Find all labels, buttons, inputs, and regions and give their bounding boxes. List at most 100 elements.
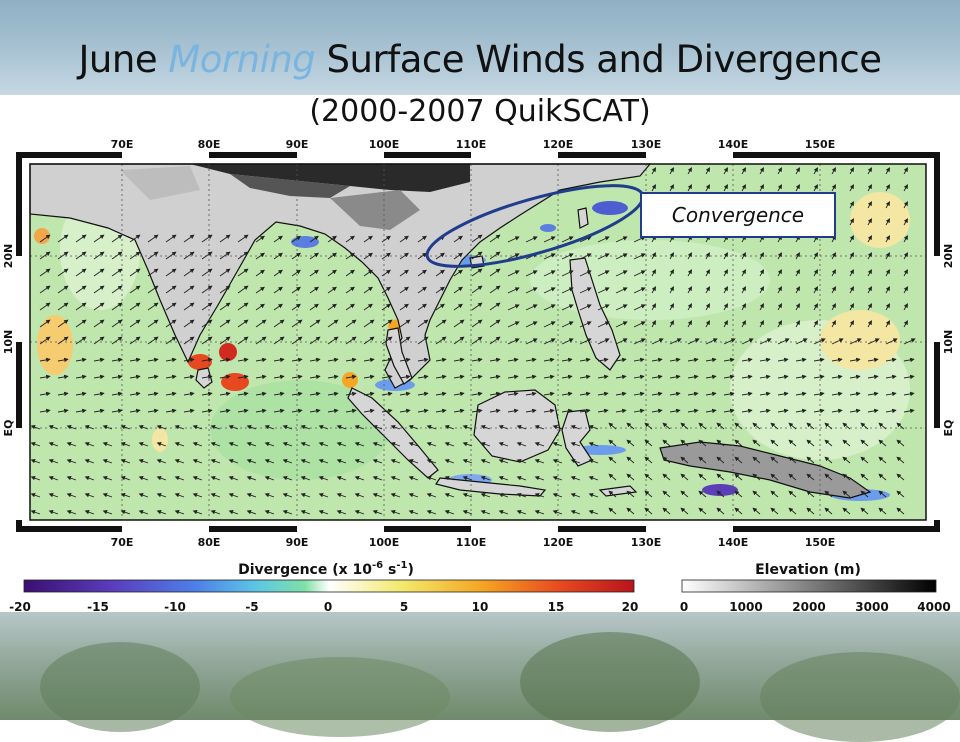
wind-arrow [716, 473, 725, 481]
wind-arrow [849, 252, 854, 260]
wind-arrow [219, 302, 231, 311]
wind-arrow [570, 459, 581, 464]
wind-arrow [129, 234, 141, 243]
wind-arrow [597, 408, 609, 414]
wind-arrow [734, 456, 743, 464]
wind-arrow [201, 336, 213, 345]
wind-arrow [291, 319, 303, 328]
wind-arrow [867, 201, 872, 209]
wind-arrow [417, 252, 427, 260]
wind-arrow [705, 184, 710, 192]
wind-arrow [174, 459, 185, 464]
wind-arrow [687, 357, 699, 363]
wind-arrow [66, 459, 77, 464]
wind-arrow [417, 408, 429, 414]
wind-arrow [147, 408, 159, 414]
wind-arrow [788, 507, 797, 515]
wind-arrow [201, 302, 213, 311]
wind-arrow [129, 357, 141, 363]
wind-arrow [156, 493, 167, 498]
wind-arrow [885, 184, 890, 192]
wind-arrow [30, 459, 41, 464]
wind-arrow [723, 357, 735, 363]
wind-arrow [806, 422, 815, 430]
wind-arrow [399, 408, 411, 414]
wind-arrow [507, 338, 520, 345]
wind-arrow [705, 303, 710, 311]
wind-arrow [138, 442, 149, 447]
wind-arrow [752, 507, 761, 515]
wind-arrow [698, 507, 707, 515]
wind-arrow [588, 442, 599, 447]
wind-arrow [57, 285, 69, 294]
wind-arrow [111, 391, 123, 397]
wind-arrow [507, 287, 520, 294]
wind-arrow [633, 287, 646, 294]
wind-arrow [120, 476, 131, 481]
elevation-tick: 4000 [917, 600, 950, 614]
wind-arrow [93, 302, 105, 311]
wind-arrow [444, 459, 455, 464]
divergence-tick: 20 [622, 600, 639, 614]
wind-arrow [255, 391, 267, 397]
wind-arrow [752, 422, 761, 430]
wind-arrow [201, 234, 213, 243]
wind-arrow [39, 336, 51, 345]
wind-arrow [57, 234, 69, 243]
wind-arrow [705, 167, 710, 175]
wind-arrow [255, 235, 265, 243]
wind-arrow [264, 476, 275, 481]
wind-arrow [525, 357, 537, 363]
lat-label-left: EQ [2, 420, 15, 437]
wind-arrow [300, 442, 311, 447]
wind-arrow [201, 319, 213, 328]
wind-arrow [885, 252, 890, 260]
wind-arrow [543, 304, 556, 311]
wind-arrow [831, 391, 843, 397]
wind-arrow [498, 459, 509, 464]
elevation-tick: 0 [680, 600, 688, 614]
wind-arrow [651, 269, 656, 277]
wind-arrow [264, 459, 275, 464]
wind-arrow [561, 287, 574, 294]
wind-arrow [867, 320, 872, 328]
wind-arrow [210, 510, 221, 515]
wind-arrow [878, 422, 887, 430]
wind-arrow [273, 319, 285, 328]
wind-arrow [777, 286, 782, 294]
lon-label-top: 70E [111, 138, 134, 151]
wind-arrow [588, 476, 599, 481]
wind-arrow [741, 252, 746, 260]
wind-arrow [336, 476, 347, 481]
wind-arrow [345, 357, 357, 363]
lon-label-bottom: 110E [456, 536, 486, 549]
wind-arrow [867, 374, 879, 380]
wind-arrow [390, 442, 401, 447]
wind-arrow [795, 269, 800, 277]
divergence-colorbar [23, 579, 635, 593]
wind-arrow [831, 269, 836, 277]
wind-arrow [516, 493, 527, 498]
wind-arrow [327, 269, 337, 277]
wind-arrow [444, 425, 455, 430]
wind-arrow [489, 234, 501, 243]
wind-arrow [237, 357, 249, 363]
wind-arrow [255, 303, 265, 311]
wind-arrow [183, 251, 195, 260]
wind-arrow [669, 357, 681, 363]
wind-arrow [615, 408, 627, 414]
wind-arrow [327, 303, 337, 311]
wind-arrow [309, 408, 321, 414]
wind-arrow [399, 235, 409, 243]
wind-arrow [120, 459, 131, 464]
wind-arrow [93, 391, 105, 397]
wind-arrow [867, 408, 879, 414]
wind-arrow [282, 476, 293, 481]
wind-arrow [489, 408, 501, 414]
wind-arrow [498, 425, 509, 430]
wind-arrow [453, 336, 465, 345]
wind-arrow [354, 459, 365, 464]
wind-arrow [111, 357, 123, 363]
wind-arrow [327, 286, 337, 294]
wind-arrow [849, 167, 854, 175]
